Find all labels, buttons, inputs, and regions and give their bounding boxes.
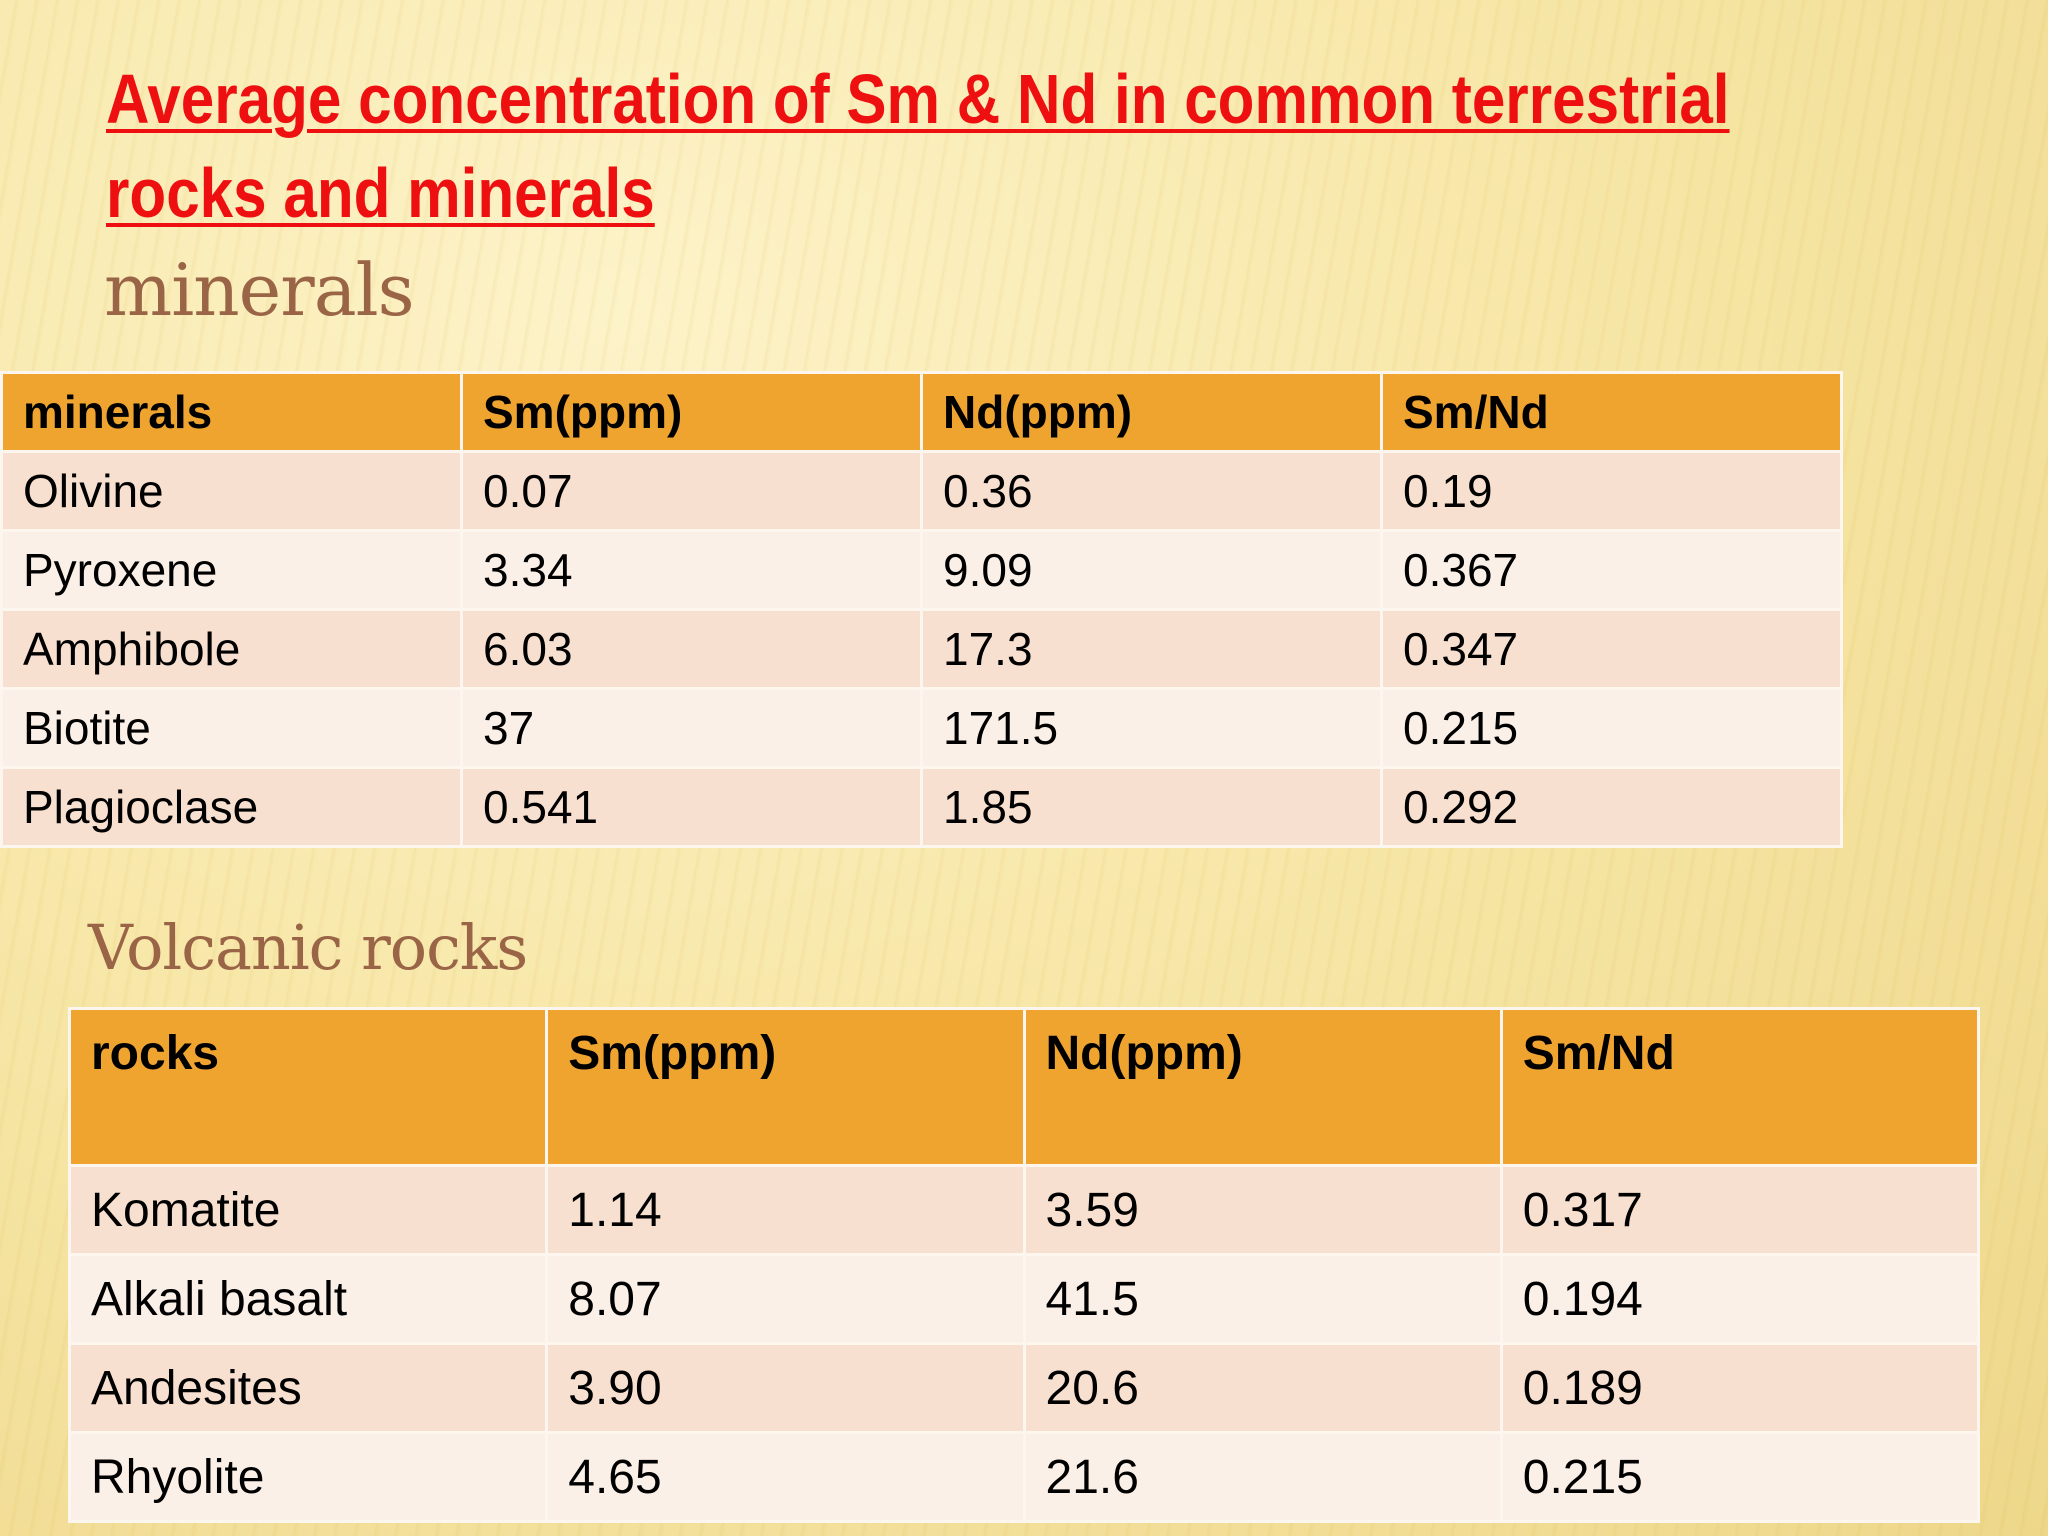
mineral-name-cell: Biotite [0,687,463,769]
table-row: Biotite 37 171.5 0.215 [0,687,1843,769]
sm-ppm-cell: 8.07 [545,1253,1026,1345]
sm-nd-ratio-cell: 0.19 [1380,450,1843,532]
table-row: Pyroxene 3.34 9.09 0.367 [0,529,1843,611]
rocks-header-cell: Nd(ppm) [1022,1007,1503,1167]
rock-name-cell: Alkali basalt [67,1253,549,1345]
nd-ppm-cell: 17.3 [920,608,1383,690]
minerals-heading: minerals [104,248,415,332]
rocks-header-cell: rocks [67,1007,549,1167]
minerals-table: minerals Sm(ppm) Nd(ppm) Sm/Nd Olivine 0… [0,371,1843,848]
sm-ppm-cell: 3.90 [545,1342,1026,1434]
volcanic-rocks-heading: Volcanic rocks [88,911,528,984]
sm-nd-ratio-cell: 0.347 [1380,608,1843,690]
nd-ppm-cell: 1.85 [920,766,1383,848]
minerals-header-cell: Nd(ppm) [920,371,1383,453]
slide-title: Average concentration of Sm & Nd in comm… [106,52,1730,240]
nd-ppm-cell: 171.5 [920,687,1383,769]
sm-nd-ratio-cell: 0.194 [1499,1253,1981,1345]
sm-ppm-cell: 0.541 [460,766,923,848]
rocks-header-cell: Sm/Nd [1499,1007,1981,1167]
sm-ppm-cell: 3.34 [460,529,923,611]
mineral-name-cell: Amphibole [0,608,463,690]
table-row: Rhyolite 4.65 21.6 0.215 [67,1431,1981,1523]
sm-ppm-cell: 6.03 [460,608,923,690]
sm-nd-ratio-cell: 0.189 [1499,1342,1981,1434]
sm-nd-ratio-cell: 0.367 [1380,529,1843,611]
mineral-name-cell: Olivine [0,450,463,532]
sm-ppm-cell: 4.65 [545,1431,1026,1523]
mineral-name-cell: Pyroxene [0,529,463,611]
rocks-table-header-row: rocks Sm(ppm) Nd(ppm) Sm/Nd [67,1007,1981,1167]
minerals-header-cell: minerals [0,371,463,453]
rock-name-cell: Andesites [67,1342,549,1434]
sm-nd-ratio-cell: 0.215 [1380,687,1843,769]
nd-ppm-cell: 3.59 [1022,1164,1503,1256]
sm-nd-ratio-cell: 0.292 [1380,766,1843,848]
mineral-name-cell: Plagioclase [0,766,463,848]
sm-ppm-cell: 0.07 [460,450,923,532]
table-row: Amphibole 6.03 17.3 0.347 [0,608,1843,690]
table-row: Alkali basalt 8.07 41.5 0.194 [67,1253,1981,1345]
nd-ppm-cell: 41.5 [1022,1253,1503,1345]
sm-ppm-cell: 1.14 [545,1164,1026,1256]
table-row: Olivine 0.07 0.36 0.19 [0,450,1843,532]
minerals-header-cell: Sm(ppm) [460,371,923,453]
volcanic-rocks-table: rocks Sm(ppm) Nd(ppm) Sm/Nd Komatite 1.1… [67,1007,1981,1523]
nd-ppm-cell: 9.09 [920,529,1383,611]
rock-name-cell: Komatite [67,1164,549,1256]
sm-ppm-cell: 37 [460,687,923,769]
minerals-table-header-row: minerals Sm(ppm) Nd(ppm) Sm/Nd [0,371,1843,453]
rock-name-cell: Rhyolite [67,1431,549,1523]
nd-ppm-cell: 21.6 [1022,1431,1503,1523]
rocks-header-cell: Sm(ppm) [545,1007,1026,1167]
table-row: Plagioclase 0.541 1.85 0.292 [0,766,1843,848]
slide-title-line-1: Average concentration of Sm & Nd in comm… [106,60,1730,138]
minerals-header-cell: Sm/Nd [1380,371,1843,453]
nd-ppm-cell: 0.36 [920,450,1383,532]
nd-ppm-cell: 20.6 [1022,1342,1503,1434]
table-row: Andesites 3.90 20.6 0.189 [67,1342,1981,1434]
sm-nd-ratio-cell: 0.317 [1499,1164,1981,1256]
table-row: Komatite 1.14 3.59 0.317 [67,1164,1981,1256]
slide-title-line-2: rocks and minerals [106,154,655,232]
sm-nd-ratio-cell: 0.215 [1499,1431,1981,1523]
